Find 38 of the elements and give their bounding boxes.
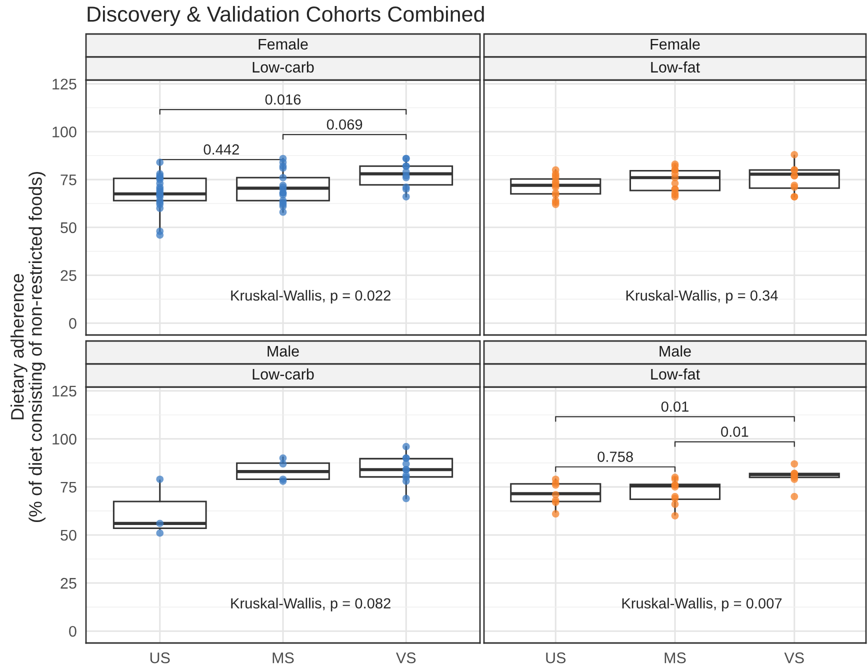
- annotation: 0.01: [721, 426, 748, 437]
- chart-subtitle: Low-fat: [651, 368, 700, 380]
- x-tick-label: MS: [664, 652, 686, 664]
- y-tick-label: 75: [60, 174, 76, 186]
- y-tick-label: 25: [60, 578, 76, 589]
- chart-title: Male: [268, 345, 299, 357]
- chart-subtitle: Low-carb: [252, 61, 314, 73]
- annotation: 0.442: [204, 144, 239, 155]
- y-tick-label: 0: [69, 626, 76, 637]
- chart-title: Male: [660, 345, 691, 357]
- y-tick-label: 50: [60, 222, 76, 234]
- y-tick-label: 125: [52, 78, 76, 90]
- annotation: Kruskal-Wallis, p = 0.34: [626, 290, 778, 304]
- text: Discovery & Validation Cohorts Combined: [88, 6, 484, 26]
- y-axis-title: Dietary adherence (% of diet consisting of non-restricted foods): [10, 172, 46, 522]
- y-tick-label: 75: [60, 482, 76, 493]
- annotation: Kruskal-Wallis, p = 0.007: [622, 598, 782, 612]
- x-tick-label: MS: [272, 652, 294, 664]
- annotation: 0.01: [661, 401, 688, 412]
- x-tick-label: VS: [784, 652, 804, 664]
- chart-subtitle: Low-carb: [252, 368, 314, 380]
- y-tick-label: 125: [52, 386, 76, 397]
- y-tick-label: 0: [69, 318, 76, 329]
- annotation: 0.069: [326, 119, 362, 130]
- x-tick-label: US: [546, 652, 566, 664]
- x-tick-label: US: [150, 652, 170, 664]
- annotation: Kruskal-Wallis, p = 0.082: [231, 598, 390, 612]
- x-tick-label: VS: [396, 652, 416, 664]
- y-tick-label: 50: [60, 530, 76, 541]
- chart-title: Female: [258, 38, 308, 50]
- annotation: 0.758: [598, 452, 633, 462]
- chart-title: Female: [650, 38, 700, 50]
- y-tick-label: 25: [60, 270, 76, 281]
- annotation: 0.016: [265, 94, 301, 105]
- chart-subtitle: Low-fat: [651, 61, 700, 73]
- y-tick-label: 100: [52, 126, 76, 138]
- annotation: Kruskal-Wallis, p = 0.022: [231, 290, 390, 304]
- y-tick-label: 100: [52, 434, 76, 445]
